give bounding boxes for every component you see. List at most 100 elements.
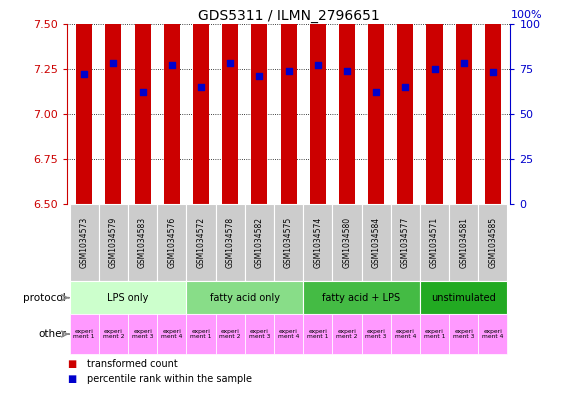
Bar (164, 0, 180, 204)
Text: transformed count: transformed count (87, 358, 177, 369)
Text: LPS only: LPS only (107, 293, 148, 303)
Bar (274, 204, 303, 281)
Bar (70, 204, 99, 281)
Text: experi
ment 1: experi ment 1 (424, 329, 445, 340)
Text: experi
ment 2: experi ment 2 (336, 329, 358, 340)
Bar (193, 0, 209, 204)
Text: other: other (38, 329, 66, 339)
Point (371, 89, 380, 95)
Text: ■: ■ (67, 374, 76, 384)
Text: experi
ment 3: experi ment 3 (453, 329, 474, 340)
Bar (361, 204, 391, 281)
Bar (186, 314, 216, 354)
Bar (245, 204, 274, 281)
Text: GSM1034577: GSM1034577 (401, 217, 410, 268)
Text: experi
ment 3: experi ment 3 (249, 329, 270, 340)
Point (79, 71, 89, 77)
Point (459, 60, 468, 66)
Bar (478, 314, 508, 354)
Point (430, 66, 439, 72)
Bar (99, 314, 128, 354)
Bar (128, 204, 157, 281)
Bar (339, 0, 355, 204)
Title: GDS5311 / ILMN_2796651: GDS5311 / ILMN_2796651 (198, 9, 379, 22)
Point (255, 73, 264, 79)
Bar (251, 0, 267, 204)
Text: unstimulated: unstimulated (432, 293, 496, 303)
Point (284, 68, 293, 74)
Bar (274, 314, 303, 354)
Point (226, 60, 235, 66)
Text: GSM1034583: GSM1034583 (138, 217, 147, 268)
Text: GSM1034574: GSM1034574 (313, 217, 322, 268)
Text: experi
ment 3: experi ment 3 (132, 329, 153, 340)
Bar (420, 314, 449, 354)
Text: GSM1034580: GSM1034580 (342, 217, 351, 268)
Text: GSM1034573: GSM1034573 (79, 217, 89, 268)
Text: ■: ■ (67, 358, 76, 369)
Bar (128, 314, 157, 354)
Bar (135, 0, 151, 204)
Bar (449, 314, 478, 354)
Point (138, 89, 147, 95)
Point (401, 84, 410, 90)
Bar (303, 281, 420, 314)
Text: experi
ment 1: experi ment 1 (74, 329, 95, 340)
Bar (281, 0, 296, 204)
Bar (332, 314, 361, 354)
Bar (245, 314, 274, 354)
Bar (216, 314, 245, 354)
Text: GSM1034581: GSM1034581 (459, 217, 468, 268)
Bar (426, 0, 443, 204)
Text: experi
ment 2: experi ment 2 (103, 329, 124, 340)
Text: experi
ment 3: experi ment 3 (365, 329, 387, 340)
Bar (186, 281, 303, 314)
Bar (368, 0, 384, 204)
Bar (70, 281, 186, 314)
Point (313, 62, 322, 68)
Bar (157, 314, 186, 354)
Text: experi
ment 1: experi ment 1 (190, 329, 212, 340)
Point (197, 84, 206, 90)
Bar (485, 0, 501, 204)
Text: GSM1034579: GSM1034579 (109, 217, 118, 268)
Text: GSM1034578: GSM1034578 (226, 217, 235, 268)
Bar (397, 0, 414, 204)
Text: GSM1034575: GSM1034575 (284, 217, 293, 268)
Bar (391, 314, 420, 354)
Text: experi
ment 4: experi ment 4 (482, 329, 503, 340)
Point (342, 68, 351, 74)
Point (109, 60, 118, 66)
Text: experi
ment 4: experi ment 4 (278, 329, 299, 340)
Bar (332, 204, 361, 281)
Bar (456, 0, 472, 204)
Text: GSM1034576: GSM1034576 (167, 217, 176, 268)
Text: GSM1034582: GSM1034582 (255, 217, 264, 268)
Text: GSM1034571: GSM1034571 (430, 217, 439, 268)
Text: 100%: 100% (510, 10, 542, 20)
Bar (106, 0, 121, 204)
Bar (303, 204, 332, 281)
Text: protocol: protocol (23, 293, 66, 303)
Bar (216, 204, 245, 281)
Text: GSM1034585: GSM1034585 (488, 217, 498, 268)
Bar (76, 0, 92, 204)
Text: experi
ment 1: experi ment 1 (307, 329, 328, 340)
Bar (420, 281, 508, 314)
Bar (361, 314, 391, 354)
Bar (222, 0, 238, 204)
Bar (391, 204, 420, 281)
Text: fatty acid + LPS: fatty acid + LPS (322, 293, 401, 303)
Bar (157, 204, 186, 281)
Bar (310, 0, 326, 204)
Text: experi
ment 4: experi ment 4 (394, 329, 416, 340)
Text: experi
ment 4: experi ment 4 (161, 329, 183, 340)
Bar (70, 314, 99, 354)
Bar (303, 314, 332, 354)
Text: GSM1034584: GSM1034584 (372, 217, 380, 268)
Bar (449, 204, 478, 281)
Bar (478, 204, 508, 281)
Bar (186, 204, 216, 281)
Point (167, 62, 176, 68)
Text: percentile rank within the sample: percentile rank within the sample (87, 374, 252, 384)
